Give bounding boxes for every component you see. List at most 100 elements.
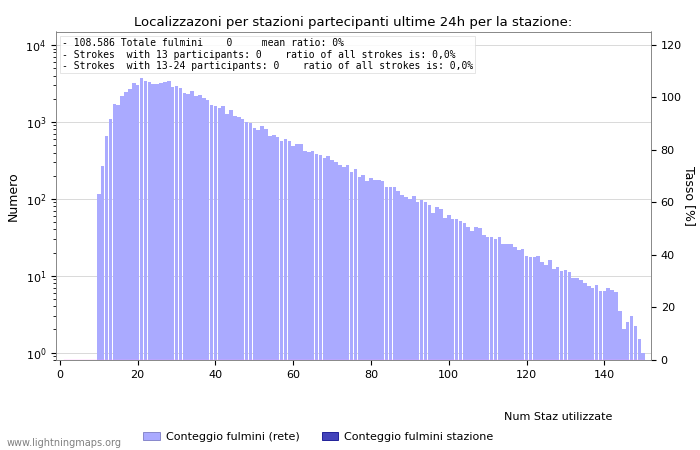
Bar (268, 135, 272, 450)
Bar (591, 288, 594, 450)
Bar (245, 122, 248, 450)
Bar (533, 257, 536, 450)
Bar (318, 155, 322, 450)
Bar (408, 199, 412, 450)
Bar (615, 292, 618, 450)
Bar (510, 244, 512, 450)
Bar (431, 213, 435, 450)
Bar (151, 84, 155, 450)
Bar (470, 231, 474, 450)
Bar (455, 219, 458, 450)
Bar (494, 239, 497, 450)
Bar (330, 160, 334, 450)
Bar (148, 82, 151, 450)
Bar (167, 81, 171, 450)
Bar (210, 105, 214, 450)
Bar (622, 329, 626, 450)
Bar (248, 122, 252, 450)
Bar (237, 117, 241, 450)
Bar (478, 228, 482, 450)
Bar (225, 114, 229, 450)
Bar (354, 168, 357, 450)
Bar (552, 269, 556, 450)
Bar (288, 141, 291, 450)
Bar (276, 138, 279, 450)
Bar (618, 310, 622, 450)
Bar (303, 151, 307, 450)
Bar (505, 244, 509, 450)
Bar (575, 278, 579, 450)
Bar (128, 89, 132, 450)
Bar (78, 360, 81, 450)
Bar (350, 172, 354, 450)
Bar (571, 279, 575, 450)
Bar (361, 175, 365, 450)
Bar (458, 220, 462, 450)
Bar (175, 86, 178, 450)
Bar (116, 105, 120, 450)
Bar (97, 194, 101, 450)
Bar (540, 262, 544, 450)
Bar (221, 106, 225, 450)
Bar (256, 130, 260, 450)
Bar (595, 285, 598, 450)
Bar (630, 316, 634, 450)
Bar (338, 165, 342, 450)
Bar (396, 191, 400, 450)
Bar (62, 360, 66, 450)
Bar (81, 360, 85, 450)
Bar (66, 360, 69, 450)
Bar (229, 110, 232, 450)
Bar (284, 139, 287, 450)
Y-axis label: Numero: Numero (7, 171, 20, 220)
Bar (416, 202, 419, 450)
Bar (400, 195, 404, 450)
Bar (206, 99, 209, 450)
Bar (233, 116, 237, 450)
Bar (241, 119, 244, 450)
Bar (587, 286, 591, 450)
Bar (171, 87, 174, 450)
Bar (93, 360, 97, 450)
Bar (583, 283, 587, 450)
Bar (420, 200, 424, 450)
Bar (140, 78, 143, 450)
Bar (300, 144, 302, 450)
Bar (101, 166, 104, 450)
Bar (265, 129, 267, 450)
Bar (525, 256, 528, 450)
Bar (598, 291, 602, 450)
Bar (548, 261, 552, 450)
Bar (253, 128, 256, 450)
Bar (144, 81, 147, 450)
Text: Num Staz utilizzate: Num Staz utilizzate (504, 412, 612, 422)
Bar (346, 165, 349, 450)
Bar (475, 226, 477, 450)
Bar (307, 152, 311, 450)
Bar (385, 187, 389, 450)
Bar (120, 96, 124, 450)
Bar (428, 205, 431, 450)
Bar (70, 360, 74, 450)
Bar (513, 247, 517, 450)
Bar (580, 280, 583, 450)
Bar (610, 290, 614, 450)
Bar (638, 339, 641, 450)
Bar (358, 177, 361, 450)
Bar (90, 360, 92, 450)
Bar (323, 158, 326, 450)
Bar (466, 227, 470, 450)
Bar (136, 86, 139, 450)
Bar (501, 244, 505, 450)
Bar (498, 237, 501, 450)
Bar (155, 84, 159, 450)
Bar (198, 95, 202, 450)
Bar (521, 249, 524, 450)
Bar (365, 181, 369, 450)
Bar (342, 166, 346, 450)
Bar (556, 266, 559, 450)
Bar (393, 187, 396, 450)
Bar (634, 326, 637, 450)
Bar (606, 288, 610, 450)
Bar (85, 360, 89, 450)
